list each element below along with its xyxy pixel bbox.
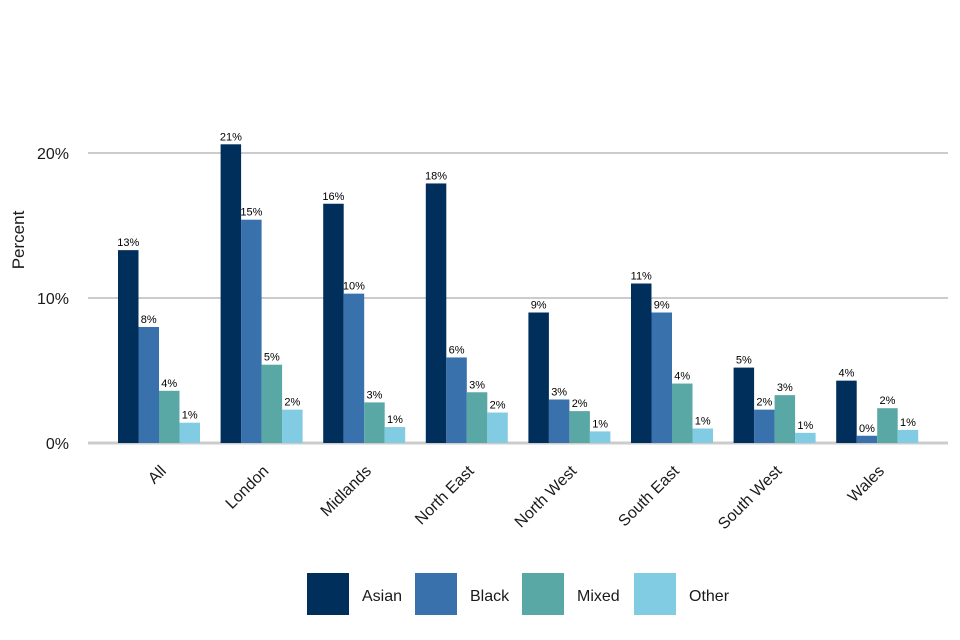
- bar-black: [241, 219, 262, 443]
- bar-asian: [323, 203, 344, 443]
- bar-mixed: [569, 411, 590, 443]
- y-axis-ticks: 0% 10% 20%: [37, 146, 69, 453]
- bar-asian: [528, 312, 549, 443]
- data-label: 13%: [117, 237, 139, 249]
- bar-black: [754, 409, 775, 443]
- data-label: 9%: [654, 300, 670, 312]
- bar-other: [795, 432, 816, 443]
- data-label: 4%: [674, 371, 690, 383]
- data-label: 1%: [900, 417, 916, 429]
- bar-other: [897, 429, 919, 443]
- legend-swatch: [415, 573, 457, 615]
- data-label: 2%: [490, 400, 506, 412]
- data-label: 3%: [366, 389, 382, 401]
- y-tick-label: 0%: [46, 436, 69, 453]
- legend-label: Other: [689, 588, 730, 605]
- data-label: 5%: [264, 352, 280, 364]
- legend-label: Black: [470, 588, 510, 605]
- bar-black: [856, 435, 878, 443]
- y-tick-label: 20%: [37, 146, 69, 163]
- bar-asian: [220, 144, 242, 444]
- data-label: 18%: [425, 170, 447, 182]
- x-tick-label: Midlands: [318, 463, 375, 520]
- x-tick-label: All: [145, 463, 170, 488]
- x-axis-ticks: All London Midlands North East North West Sou…: [145, 462, 888, 533]
- bars: [118, 144, 919, 444]
- gridlines: [88, 152, 948, 445]
- bar-mixed: [261, 364, 283, 443]
- x-tick-label: Wales: [845, 463, 888, 506]
- legend-swatch: [522, 573, 564, 615]
- data-label: 2%: [284, 397, 300, 409]
- data-label: 2%: [879, 395, 895, 407]
- bar-asian: [733, 367, 755, 443]
- data-label: 2%: [756, 397, 772, 409]
- data-label: 1%: [387, 414, 403, 426]
- bar-asian: [631, 283, 652, 443]
- x-tick-label: South West: [715, 462, 786, 533]
- data-label: 3%: [469, 379, 485, 391]
- bar-black: [343, 293, 365, 443]
- data-label: 5%: [736, 355, 752, 367]
- data-label: 1%: [592, 418, 608, 430]
- data-label: 11%: [631, 271, 652, 283]
- bar-mixed: [672, 383, 693, 443]
- data-label: 8%: [141, 314, 157, 326]
- data-labels: 13% 8% 4% 1% 21% 15% 5% 2% 16% 10% 3% 1% 18% 6% 3% 2% 9%…: [117, 131, 916, 434]
- data-label: 4%: [161, 378, 177, 390]
- data-label: 1%: [695, 416, 711, 428]
- bar-other: [282, 409, 303, 443]
- data-label: 2%: [572, 398, 588, 410]
- data-label: 1%: [797, 420, 813, 432]
- bar-other: [589, 431, 611, 443]
- data-label: 15%: [240, 207, 262, 219]
- data-label: 1%: [182, 410, 198, 422]
- bar-mixed: [466, 392, 488, 443]
- y-axis-title: Percent: [9, 210, 28, 269]
- bar-other: [179, 422, 200, 443]
- bar-black: [446, 357, 467, 443]
- x-tick-label: South East: [615, 462, 683, 530]
- bar-black: [651, 312, 672, 443]
- bar-mixed: [774, 395, 796, 443]
- data-label: 3%: [551, 387, 567, 399]
- legend-label: Asian: [362, 588, 402, 605]
- legend-swatch: [634, 573, 676, 615]
- data-label: 3%: [777, 382, 793, 394]
- data-label: 10%: [343, 281, 365, 293]
- bar-mixed: [364, 402, 385, 443]
- data-label: 9%: [531, 300, 547, 312]
- bar-asian: [836, 380, 857, 443]
- x-tick-label: North East: [412, 462, 478, 528]
- legend-label: Mixed: [577, 588, 620, 605]
- legend: Asian Black Mixed Other: [307, 573, 730, 615]
- legend-swatch: [307, 573, 349, 615]
- bar-black: [548, 399, 570, 443]
- bar-mixed: [877, 408, 898, 443]
- bar-asian: [118, 250, 139, 443]
- x-tick-label: North West: [512, 462, 581, 531]
- bar-other: [487, 412, 508, 443]
- bar-black: [138, 327, 159, 443]
- bar-asian: [425, 183, 447, 443]
- bar-other: [692, 428, 713, 443]
- data-label: 4%: [838, 368, 854, 380]
- data-label: 0%: [859, 423, 875, 435]
- y-tick-label: 10%: [37, 291, 69, 308]
- data-label: 16%: [322, 191, 344, 203]
- x-tick-label: London: [223, 463, 273, 513]
- bar-other: [384, 427, 406, 443]
- bar-mixed: [159, 390, 180, 443]
- data-label: 21%: [220, 131, 242, 143]
- data-label: 6%: [449, 344, 465, 356]
